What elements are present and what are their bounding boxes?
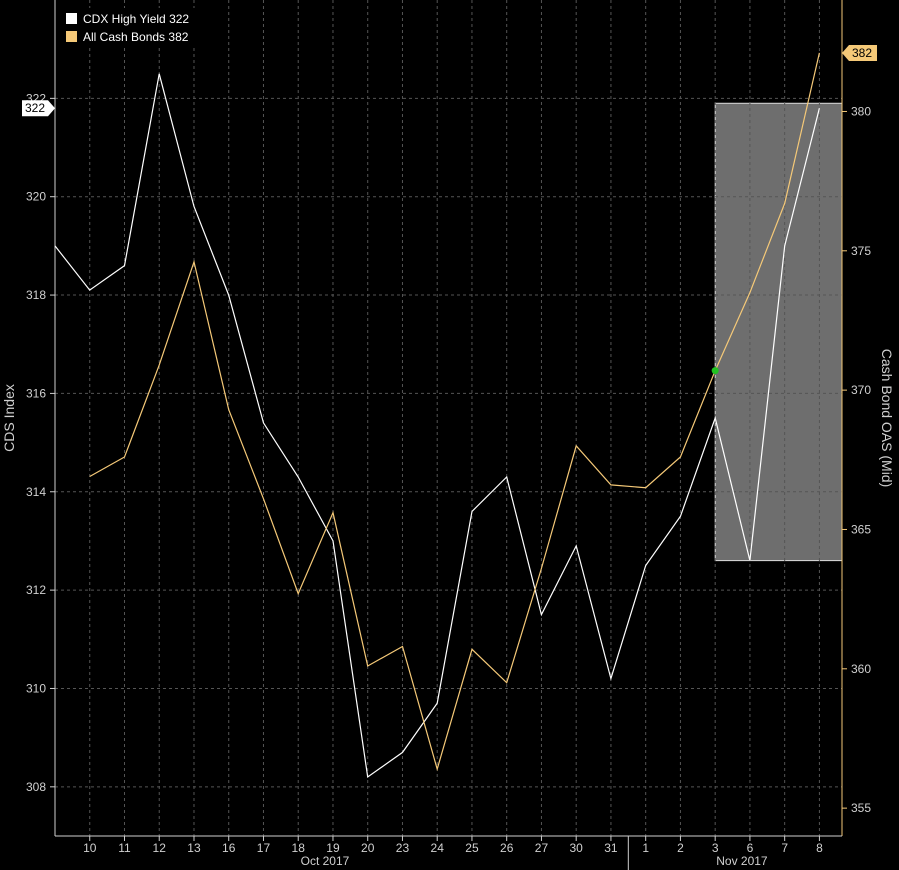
x-tick-label-8: 19	[326, 841, 340, 855]
right-tick-label-370: 370	[851, 383, 871, 397]
series-layer	[54, 52, 820, 779]
x-tick-label-2: 11	[118, 841, 131, 855]
highlight-layer	[714, 102, 843, 562]
x-tick-label-11: 24	[431, 841, 445, 855]
x-tick-label-13: 26	[500, 841, 514, 855]
right-tick-label-360: 360	[851, 662, 871, 676]
legend: CDX High Yield 322 All Cash Bonds 382	[58, 8, 206, 46]
x-tick-label-19: 3	[712, 841, 719, 855]
right-tick-label-380: 380	[851, 104, 871, 118]
x-tick-label-15: 30	[570, 841, 584, 855]
axes-layer: 3083103123143163183203223553603653703753…	[22, 0, 877, 870]
right-axis-title: Cash Bond OAS (Mid)	[879, 349, 895, 488]
x-tick-label-3: 12	[153, 841, 167, 855]
x-tick-label-16: 31	[604, 841, 618, 855]
left-tick-label-314: 314	[26, 485, 46, 499]
x-tick-label-21: 7	[781, 841, 788, 855]
x-tick-label-9: 20	[361, 841, 375, 855]
left-tick-label-318: 318	[26, 288, 46, 302]
legend-swatch-cdx	[66, 13, 77, 24]
series-line-0	[54, 73, 820, 779]
left-end-flag	[22, 100, 55, 117]
x-tick-label-20: 6	[747, 841, 754, 855]
month-label-1: Nov 2017	[716, 854, 768, 868]
legend-label-cdx: CDX High Yield 322	[83, 12, 189, 26]
x-tick-label-17: 1	[642, 841, 649, 855]
left-axis-title: CDS Index	[1, 384, 17, 452]
x-tick-label-6: 17	[257, 841, 271, 855]
left-end-label: 322	[25, 101, 45, 115]
left-tick-label-316: 316	[26, 386, 46, 400]
left-tick-label-310: 310	[26, 681, 46, 695]
right-tick-label-355: 355	[851, 801, 871, 815]
legend-swatch-cash	[66, 31, 77, 42]
highlight-region	[714, 102, 843, 562]
series-line-1	[89, 52, 820, 772]
legend-label-cash: All Cash Bonds 382	[83, 30, 189, 44]
right-end-label: 382	[852, 46, 872, 60]
x-tick-label-14: 27	[535, 841, 549, 855]
x-tick-label-5: 16	[222, 841, 236, 855]
left-tick-label-308: 308	[26, 780, 46, 794]
x-tick-label-22: 8	[816, 841, 823, 855]
right-tick-label-365: 365	[851, 522, 871, 536]
left-tick-label-320: 320	[26, 190, 46, 204]
grid-layer	[55, 0, 842, 836]
x-tick-label-1: 10	[83, 841, 97, 855]
right-tick-label-375: 375	[851, 244, 871, 258]
x-tick-label-12: 25	[465, 841, 479, 855]
x-tick-label-10: 23	[396, 841, 410, 855]
x-tick-label-18: 2	[677, 841, 684, 855]
marker-point	[711, 367, 719, 375]
right-end-flag	[842, 44, 877, 61]
month-label-0: Oct 2017	[301, 854, 350, 868]
legend-box	[58, 8, 206, 46]
x-tick-label-4: 13	[187, 841, 201, 855]
x-tick-label-7: 18	[292, 841, 306, 855]
left-tick-label-312: 312	[26, 583, 46, 597]
